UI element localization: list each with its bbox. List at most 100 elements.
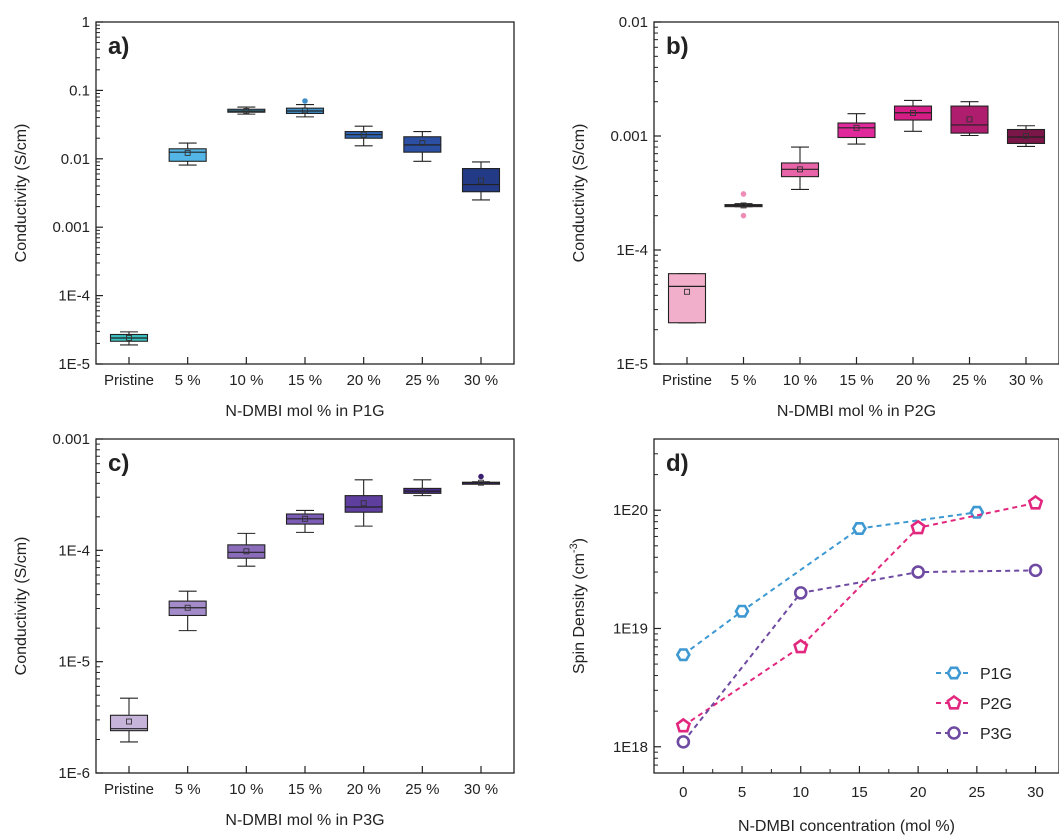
plot-frame xyxy=(95,438,515,774)
box-mean xyxy=(1023,133,1029,139)
y-tick-label: 0.1 xyxy=(69,82,90,99)
x-tick-label: 5 % xyxy=(175,372,201,389)
box-0 xyxy=(667,273,707,324)
box-mean xyxy=(419,140,426,146)
box-4 xyxy=(344,125,383,147)
y-tick-label: 1E-4 xyxy=(58,542,90,559)
x-tick-label: 30 % xyxy=(464,372,498,389)
box-mean xyxy=(478,479,484,486)
legend-label: P3G xyxy=(980,726,1012,743)
plot-frame xyxy=(653,438,1059,774)
box-mean xyxy=(478,177,484,184)
x-tick-label: 25 % xyxy=(405,372,439,389)
legend-entry: P3G xyxy=(936,726,1012,743)
x-tick-label: 20 % xyxy=(347,372,381,389)
box-mean xyxy=(243,548,250,555)
box-outlier xyxy=(478,473,484,480)
legend-marker xyxy=(946,666,962,680)
y-tick-label: 0.001 xyxy=(610,128,648,145)
box-5 xyxy=(950,101,989,137)
legend-label: P2G xyxy=(980,696,1012,713)
y-tick-label: 0.001 xyxy=(52,219,90,236)
x-tick-label: 30 xyxy=(1027,784,1044,801)
box-mean xyxy=(360,500,367,507)
x-tick-label: 10 xyxy=(792,784,809,801)
box-4 xyxy=(893,99,933,132)
series-P2G xyxy=(675,494,1044,733)
box-5 xyxy=(403,479,442,497)
y-axis-title: Conductivity (S/cm) xyxy=(571,124,588,263)
legend-entry: P1G xyxy=(936,666,1012,683)
box-1 xyxy=(168,590,207,632)
series-point xyxy=(851,521,867,536)
box-mean xyxy=(910,110,916,116)
legend-marker xyxy=(947,726,961,740)
box-mean xyxy=(126,335,132,341)
y-tick-label: 1E-5 xyxy=(58,654,90,671)
y-tick-label: 0.01 xyxy=(61,151,90,168)
panel-d: 1E18 1E19 1E20 0 5 10 15 20 25 30 P1G P2G P3G d) N-DMB… xyxy=(568,438,1059,835)
y-tick-label: 1 xyxy=(82,14,90,31)
x-tick-label: 5 % xyxy=(175,781,201,798)
box-rect xyxy=(227,544,266,559)
box-4 xyxy=(344,479,383,527)
y-axis-title-tail: ) xyxy=(571,538,588,543)
series-point xyxy=(1028,563,1043,578)
x-axis-title: N-DMBI mol % in P2G xyxy=(777,403,936,420)
y-tick-label: 0.01 xyxy=(619,14,648,31)
x-tick-label: 15 % xyxy=(839,372,873,389)
box-mean xyxy=(684,288,690,295)
box-mean xyxy=(419,487,426,494)
x-tick-label: 30 % xyxy=(1009,372,1043,389)
box-mean xyxy=(302,515,308,522)
y-tick-label: 1E-4 xyxy=(616,242,648,259)
box-rect xyxy=(950,105,989,134)
box-3 xyxy=(837,113,876,145)
box-mean xyxy=(184,149,191,156)
panel-letter: d) xyxy=(666,450,689,477)
y-tick-label: 1E20 xyxy=(613,502,648,519)
plot-frame xyxy=(95,21,515,365)
box-3 xyxy=(285,509,325,533)
box-0 xyxy=(109,331,149,346)
x-axis-title: N-DMBI mol % in P3G xyxy=(225,812,384,829)
x-tick-label: 15 % xyxy=(288,372,322,389)
x-tick-label: 20 % xyxy=(896,372,930,389)
box-mean xyxy=(966,116,973,123)
panel-b: 1E-5 1E-4 0.001 0.01 Pristine 5 % 10 % 15 % 20 %… xyxy=(571,14,1059,420)
box-outlier xyxy=(302,98,308,104)
series-point xyxy=(675,717,692,733)
x-tick-label: 25 % xyxy=(405,781,439,798)
box-mean xyxy=(853,124,860,131)
series-point xyxy=(793,586,808,600)
x-tick-label: Pristine xyxy=(104,781,154,798)
x-tick-label: 25 % xyxy=(952,372,986,389)
box-mean xyxy=(740,202,747,209)
y-axis-title-main: Spin Density (cm xyxy=(571,553,588,674)
box-mean xyxy=(243,108,250,114)
x-tick-label: 5 xyxy=(738,784,746,801)
y-axis-title: Conductivity (S/cm) xyxy=(13,537,30,676)
y-tick-label: 1E-5 xyxy=(616,356,648,373)
y-tick-label: 1E19 xyxy=(613,620,648,637)
x-tick-label: 5 % xyxy=(731,372,757,389)
legend-marker xyxy=(946,694,962,710)
x-axis-title: N-DMBI mol % in P1G xyxy=(225,403,384,420)
series-point xyxy=(793,638,809,654)
y-tick-label: 1E-5 xyxy=(58,356,90,373)
box-6 xyxy=(461,473,501,486)
plot-frame xyxy=(653,21,1059,365)
panel-letter: a) xyxy=(108,33,129,60)
series-point xyxy=(675,648,691,662)
x-tick-label: 20 xyxy=(910,784,927,801)
x-tick-label: 20 % xyxy=(347,781,381,798)
series-line xyxy=(682,569,1036,743)
y-tick-label: 0.001 xyxy=(52,431,90,448)
x-tick-label: 25 xyxy=(968,784,985,801)
box-0 xyxy=(109,697,149,743)
y-axis-title: Spin Density (cm-3) xyxy=(568,538,588,674)
x-tick-label: 10 % xyxy=(229,372,263,389)
x-tick-label: 10 % xyxy=(783,372,817,389)
box-mean xyxy=(184,604,191,611)
